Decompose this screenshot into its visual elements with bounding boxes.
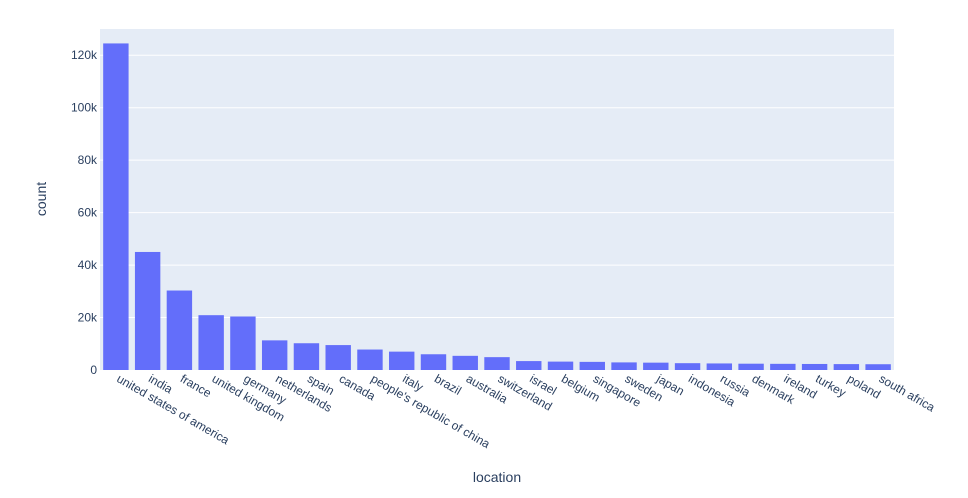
bar[interactable] [801, 363, 828, 370]
bar[interactable] [389, 351, 415, 370]
bars [103, 43, 891, 371]
bar[interactable] [357, 349, 383, 370]
bar[interactable] [198, 315, 224, 370]
bar[interactable] [770, 363, 796, 370]
y-axis-title: count [33, 182, 49, 216]
y-tick-label: 0 [90, 363, 97, 377]
x-tick-label: poland [845, 371, 883, 401]
y-tick-label: 20k [78, 311, 98, 325]
bar[interactable] [166, 290, 193, 370]
bar[interactable] [230, 316, 256, 370]
bar[interactable] [674, 363, 701, 370]
bar[interactable] [420, 354, 447, 370]
bar[interactable] [611, 362, 637, 370]
bar[interactable] [293, 343, 320, 370]
bar[interactable] [865, 364, 891, 370]
bar[interactable] [484, 357, 510, 370]
y-tick-label: 40k [78, 258, 98, 272]
y-tick-label: 80k [78, 153, 98, 167]
bar[interactable] [547, 361, 574, 370]
x-axis-title: location [473, 469, 521, 485]
bar[interactable] [579, 361, 605, 370]
bar[interactable] [738, 363, 764, 370]
bar[interactable] [516, 361, 542, 370]
bar[interactable] [134, 251, 161, 370]
bar[interactable] [325, 345, 351, 370]
bar[interactable] [452, 355, 478, 370]
y-axis-ticks: 0 20k 40k 60k 80k 100k 120k [71, 48, 98, 377]
bar[interactable] [643, 362, 669, 370]
x-tick-label: france [178, 371, 214, 400]
bar[interactable] [261, 340, 288, 370]
x-tick-label: turkey [813, 371, 848, 399]
y-tick-label: 120k [71, 48, 98, 62]
bar[interactable] [103, 43, 129, 371]
y-tick-label: 100k [71, 101, 98, 115]
x-tick-label: brazil [432, 371, 464, 397]
y-tick-label: 60k [78, 206, 98, 220]
bar[interactable] [833, 364, 860, 370]
plot-background [100, 29, 894, 370]
bar[interactable] [706, 363, 733, 370]
x-tick-label: south africa [877, 371, 938, 414]
